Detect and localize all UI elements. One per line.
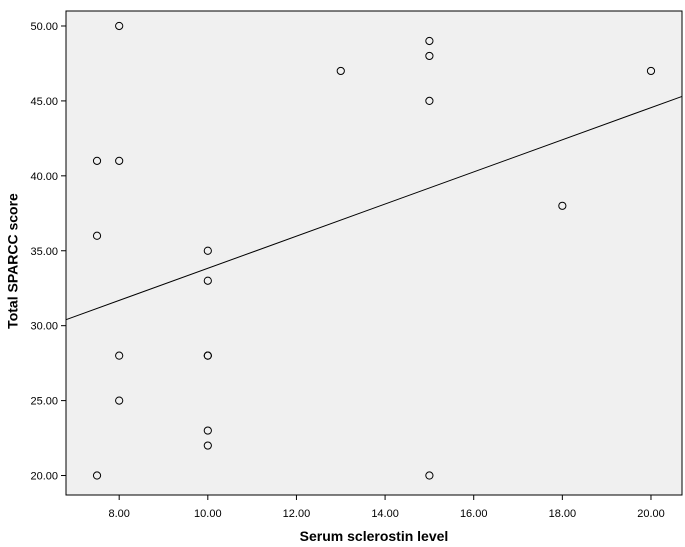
data-point	[203, 276, 212, 285]
data-point	[115, 396, 124, 405]
data-points	[92, 21, 656, 480]
x-tick-label: 18.00	[549, 508, 577, 520]
y-axis-title: Total SPARCC score	[5, 193, 21, 329]
data-point	[425, 96, 434, 106]
data-point	[92, 471, 102, 480]
y-tick-label: 20.00	[30, 471, 58, 483]
data-point	[425, 471, 434, 480]
y-tick-label: 30.00	[30, 321, 58, 333]
x-tick-label: 12.00	[283, 508, 311, 520]
y-tick-label: 35.00	[30, 246, 58, 258]
data-point	[203, 351, 212, 360]
y-tick-label: 25.00	[30, 396, 58, 408]
data-point	[92, 156, 102, 165]
data-point	[425, 36, 434, 46]
data-point	[115, 21, 124, 31]
x-tick-label: 14.00	[371, 508, 399, 520]
regression-line	[65, 95, 683, 321]
plot-area	[65, 10, 683, 496]
x-tick-label: 10.00	[194, 508, 222, 520]
y-axis: 20.00 25.00 30.00 35.00 40.00 45.00 50.00	[30, 21, 66, 483]
data-point	[336, 66, 345, 76]
y-tick-label: 50.00	[30, 21, 58, 33]
data-point	[115, 156, 124, 165]
y-tick-label: 40.00	[30, 171, 58, 183]
x-tick-label: 8.00	[108, 508, 129, 520]
data-point	[203, 441, 212, 450]
x-tick-label: 20.00	[637, 508, 665, 520]
data-point	[558, 201, 567, 210]
data-point	[425, 51, 434, 61]
x-axis-title: Serum sclerostin level	[300, 528, 449, 544]
data-point	[203, 246, 212, 255]
data-point	[115, 351, 124, 360]
data-point	[203, 426, 212, 435]
x-axis: 8.00 10.00 12.00 14.00 16.00 18.00 20.00	[108, 495, 665, 520]
data-point	[92, 231, 102, 240]
y-tick-label: 45.00	[30, 96, 58, 108]
x-tick-label: 16.00	[460, 508, 488, 520]
data-point	[646, 66, 656, 76]
regression-line-layer	[65, 95, 683, 321]
